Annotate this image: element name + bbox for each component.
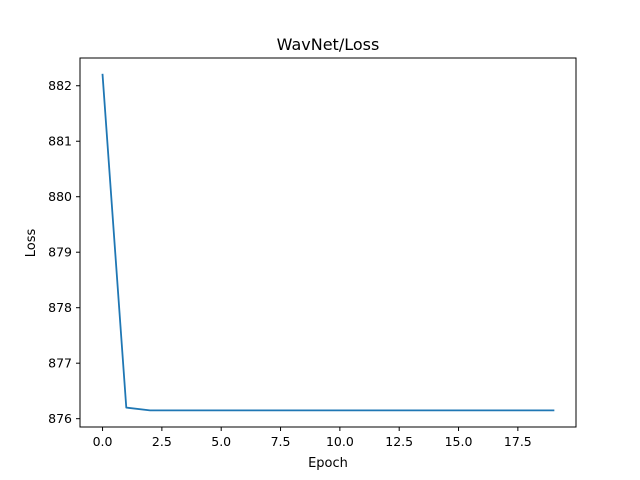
y-tick-label: 882 xyxy=(48,78,72,93)
x-axis: 0.0 2.5 5.0 7.5 10.0 12.5 15.0 17.5 xyxy=(93,427,532,449)
plot-area xyxy=(101,73,555,412)
chart-title: WavNet/Loss xyxy=(277,35,380,54)
axes-frame xyxy=(79,57,577,428)
y-tick-label: 876 xyxy=(48,411,72,426)
y-tick-label: 878 xyxy=(48,300,72,315)
x-tick-label: 5.0 xyxy=(211,434,231,449)
x-axis-label: Epoch xyxy=(308,456,348,471)
x-tick-label: 2.5 xyxy=(152,434,172,449)
x-tick-label: 17.5 xyxy=(504,434,532,449)
x-tick-label: 7.5 xyxy=(271,434,291,449)
y-axis: 876 877 878 879 880 881 882 xyxy=(48,78,80,426)
x-tick-label: 15.0 xyxy=(445,434,473,449)
y-tick-label: 877 xyxy=(48,356,72,371)
x-tick-label: 10.0 xyxy=(326,434,354,449)
y-tick-label: 880 xyxy=(48,189,72,204)
y-tick-label: 879 xyxy=(48,245,72,260)
loss-series-line xyxy=(101,73,555,412)
y-tick-label: 881 xyxy=(48,134,72,149)
x-tick-label: 12.5 xyxy=(385,434,413,449)
y-axis-label: Loss xyxy=(24,229,39,258)
x-tick-label: 0.0 xyxy=(93,434,113,449)
